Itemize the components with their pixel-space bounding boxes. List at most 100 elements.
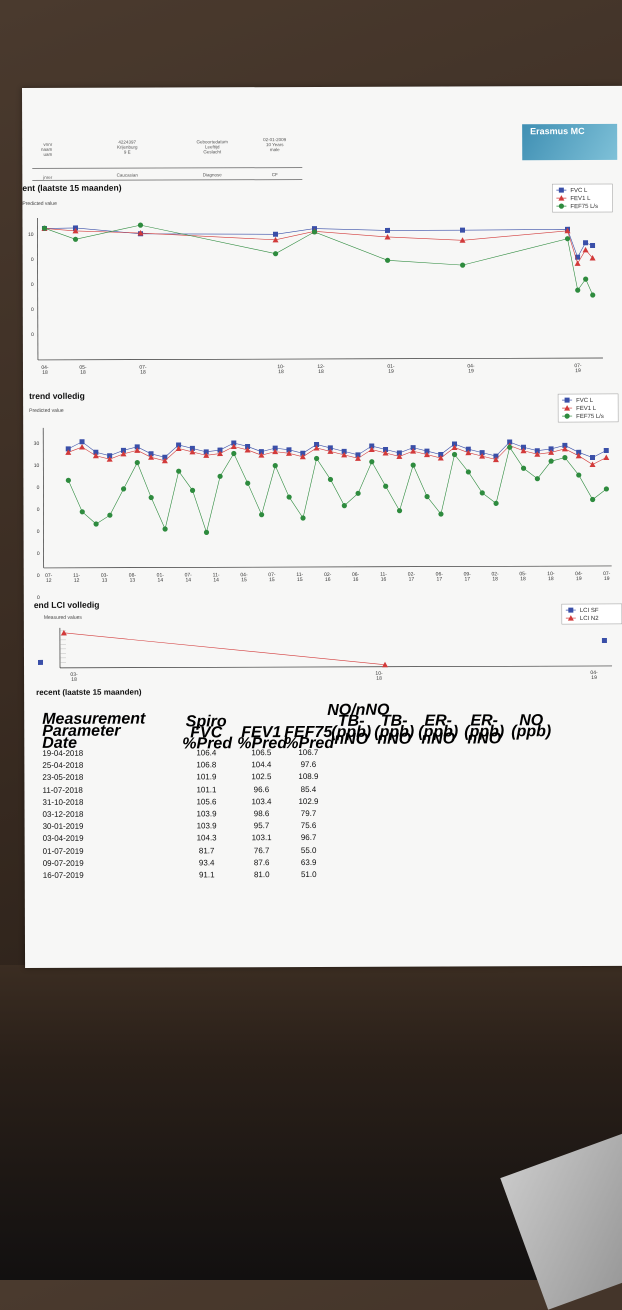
chart2-y-tick: 0 [37, 507, 40, 513]
fef75-point [397, 508, 402, 513]
fef75-point [94, 521, 99, 526]
fev1-point [575, 260, 581, 266]
chart1-y-tick: 0 [31, 307, 34, 313]
fvc-point [568, 608, 573, 613]
fev1-point [79, 444, 85, 450]
table-header-cell: (ppb) [370, 724, 418, 742]
fef75-point [460, 263, 465, 268]
fef75-point [176, 469, 181, 474]
fvc-point [273, 232, 278, 237]
chart2-x-tick: 11-16 [380, 572, 387, 583]
table-date-cell: 23-05-2018 [42, 773, 83, 782]
chart1-legend-label: FEV1 L [570, 196, 591, 202]
fef75-point [231, 451, 236, 456]
chart2-series-line [68, 447, 606, 533]
fef75-point [149, 495, 154, 500]
chart1-x-tick: 12-18 [317, 364, 325, 375]
fvc-point [385, 228, 390, 233]
table-date-cell: 03-04-2019 [43, 834, 84, 843]
fef75-point [42, 226, 47, 231]
table-date-cell: 11-07-2018 [42, 785, 82, 794]
chart2-y-tick: 0 [37, 485, 40, 491]
fef75-point [369, 459, 374, 464]
fef75-point [138, 223, 143, 228]
fef75-point [287, 494, 292, 499]
chart2-y-tick: 0 [37, 529, 40, 535]
fef75-point [300, 515, 305, 520]
fef75-point [590, 292, 595, 297]
chart3-x-tick: 04-19 [590, 670, 598, 681]
chart2-x-tick: 07-14 [185, 572, 193, 583]
chart1-x-tick: 10-18 [277, 364, 285, 375]
table-fev1-cell: 96.6 [237, 785, 285, 794]
chart2-x-tick: 04-19 [575, 571, 583, 582]
fev1-point [603, 454, 609, 460]
table-fev1-cell: 103.4 [237, 797, 285, 806]
table-header-cell: (ppb) [507, 723, 555, 741]
chart1-legend-label: FVC L [570, 188, 588, 194]
table-header-cell: (ppb) [327, 724, 375, 742]
table-fvc-cell: 106.4 [182, 748, 230, 757]
fef75-point [535, 476, 540, 481]
chart2-x-axis [44, 566, 612, 568]
chart1-x-tick: 04-18 [41, 365, 49, 376]
fef75-point [328, 477, 333, 482]
table-date-cell: 16-07-2019 [43, 871, 84, 880]
chart2-x-tick: 01-14 [157, 573, 165, 584]
chart2-x-tick: 05-18 [519, 571, 527, 582]
table-header-cell: (ppb) [460, 723, 508, 741]
chart3-x-tick: 10-18 [375, 671, 383, 682]
chart2-x-tick: 04-15 [240, 572, 248, 583]
table-fef75-cell: 51.0 [285, 870, 333, 879]
chart3-legend-label: LCI N2 [580, 616, 599, 622]
fef75-point [549, 459, 554, 464]
fef75-point [466, 469, 471, 474]
chart2-x-tick: 11-12 [73, 573, 80, 584]
table-fev1-cell: 76.7 [238, 846, 286, 855]
fev1-point [583, 247, 589, 253]
fef75-point [583, 277, 588, 282]
chart3-x-tick: 03-18 [70, 672, 78, 683]
table-fev1-cell: 98.6 [238, 809, 286, 818]
fef75-point [438, 511, 443, 516]
chart1-x-tick: 07-18 [139, 365, 147, 376]
chart1-y-tick: 10 [28, 232, 34, 238]
table-fvc-cell: 91.1 [183, 870, 231, 879]
fev1-point [61, 630, 67, 636]
chart2-y-tick: 30 [34, 441, 40, 447]
table-fev1-cell: 102.5 [237, 772, 285, 781]
table-fef75-cell: 55.0 [285, 846, 333, 855]
fef75-point [217, 474, 222, 479]
chart2-x-tick: 10-18 [547, 571, 555, 582]
table-fef75-cell: 96.7 [285, 833, 333, 842]
chart3-series-line [64, 632, 385, 666]
chart2-x-tick: 02-16 [324, 572, 332, 583]
fef75-point [312, 229, 317, 234]
fef75-point [356, 491, 361, 496]
fef75-point [452, 452, 457, 457]
fef75-point [107, 513, 112, 518]
fvc-point [559, 188, 564, 193]
chart2-x-tick: 07-15 [268, 572, 276, 583]
chart1-x-tick: 04-19 [467, 363, 475, 374]
table-fef75-cell: 75.6 [285, 821, 333, 830]
table-fef75-cell: 102.9 [284, 797, 332, 806]
table-date-cell: 31-10-2018 [42, 798, 83, 807]
chart2-x-tick: 06-17 [436, 572, 444, 583]
fef75-point [604, 486, 609, 491]
fef75-point [521, 466, 526, 471]
fef75-point [66, 478, 71, 483]
report-sheet: vnnr naam uam 4224397 Krijenburg 9 E Geb… [22, 86, 622, 968]
fef75-point [383, 484, 388, 489]
table-fev1-cell: 81.0 [238, 870, 286, 879]
chart2-x-tick: 06-16 [352, 572, 360, 583]
fvc-point [604, 448, 609, 453]
chart1-x-tick: 07-19 [574, 363, 582, 374]
table-fev1-cell: 103.1 [238, 833, 286, 842]
fef75-point [273, 251, 278, 256]
chart1-y-tick: 0 [31, 257, 34, 263]
chart2-y-tick: 10 [34, 463, 40, 469]
table-fef75-cell: 106.7 [284, 748, 332, 757]
fef75-point [576, 472, 581, 477]
fef75-point [273, 463, 278, 468]
